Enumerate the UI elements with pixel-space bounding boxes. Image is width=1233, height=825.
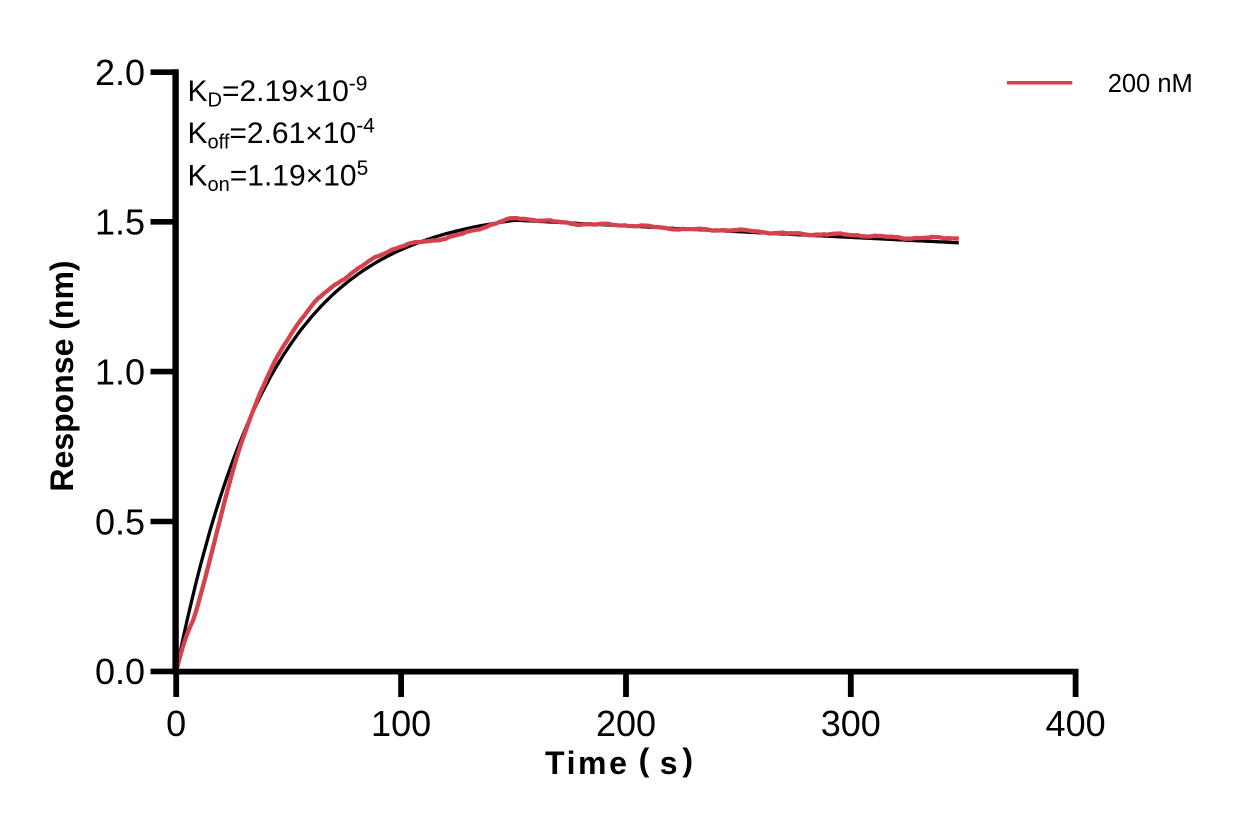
svg-text:2.0: 2.0 [95,52,145,93]
svg-text:300: 300 [821,703,881,744]
svg-text:0.0: 0.0 [95,651,145,692]
svg-text:0.5: 0.5 [95,501,145,542]
svg-text:Time(s): Time(s) [545,742,693,781]
svg-text:Koff=2.61×10-4: Koff=2.61×10-4 [188,115,376,154]
svg-text:0: 0 [166,703,186,744]
svg-text:200: 200 [596,703,656,744]
svg-text:Response (nm): Response (nm) [44,260,80,491]
svg-text:100: 100 [371,703,431,744]
svg-text:1.0: 1.0 [95,351,145,392]
svg-text:400: 400 [1046,703,1106,744]
svg-text:200 nM: 200 nM [1108,70,1193,98]
svg-text:1.5: 1.5 [95,202,145,243]
